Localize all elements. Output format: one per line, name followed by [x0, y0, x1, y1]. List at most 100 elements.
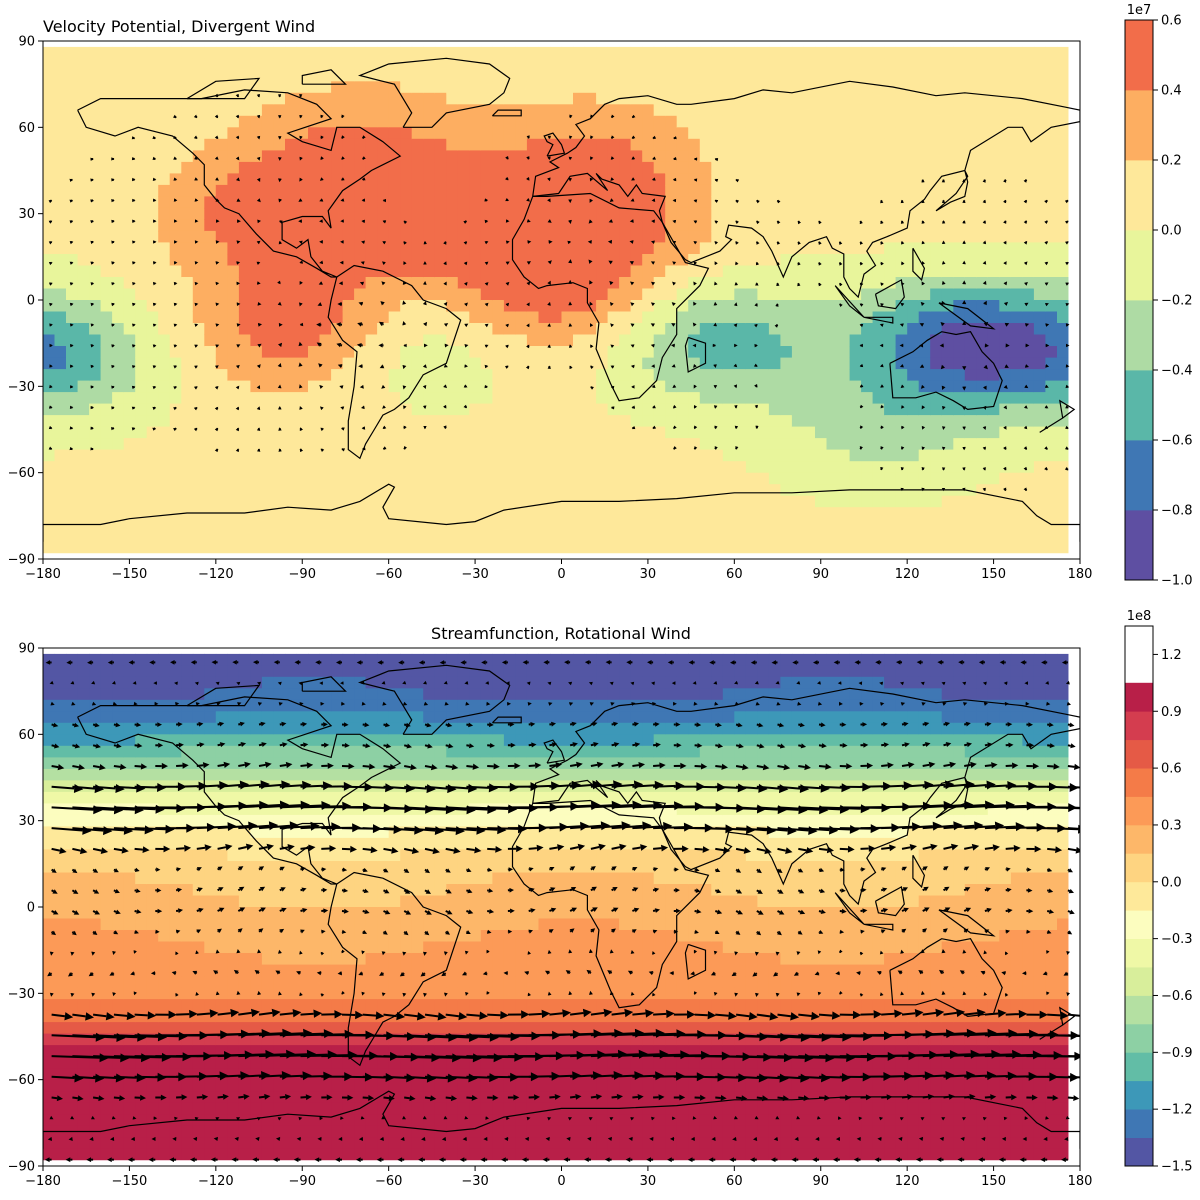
colorbar-band [1125, 995, 1153, 1025]
colorbar-tick-label: −1.2 [1161, 1103, 1193, 1118]
colorbar-tick-label: 0.2 [1161, 154, 1182, 169]
x-tick-label: −120 [198, 1174, 234, 1189]
x-tick-label: −60 [375, 1174, 402, 1189]
colorbar-tick-label: −0.4 [1161, 364, 1193, 379]
colorbar-band [1125, 1023, 1153, 1053]
colorbar-band [1125, 910, 1153, 939]
x-tick-label: −150 [112, 1174, 148, 1189]
colorbar-tick-label: −1.5 [1161, 1160, 1193, 1175]
colorbar-band [1125, 230, 1153, 301]
panel1-coastlines [43, 57, 1080, 542]
panel-streamfunction: Streamfunction, Rotational Wind −180 −150… [8, 609, 1193, 1189]
colorbar-tick-label: −1.0 [1161, 574, 1193, 589]
y-tick-label: −30 [8, 380, 35, 395]
colorbar-band [1125, 881, 1153, 911]
y-tick-label: 30 [18, 814, 35, 829]
colorbar-band [1125, 160, 1153, 231]
colorbar-band [1125, 853, 1153, 883]
colorbar-band [1125, 1109, 1153, 1138]
colorbar-band [1125, 300, 1153, 371]
x-tick-label: 120 [895, 567, 920, 582]
panel-velocity-potential: Velocity Potential, Divergent Wind −180 −… [8, 3, 1193, 589]
colorbar-band [1125, 824, 1153, 854]
x-tick-label: 60 [726, 1174, 743, 1189]
colorbar-band [1125, 711, 1153, 741]
panel1-contour-field [43, 41, 1080, 559]
x-tick-label: −150 [112, 567, 148, 582]
colorbar-band [1125, 370, 1153, 441]
panel1-plot-area [43, 41, 1080, 559]
x-tick-label: 90 [812, 567, 829, 582]
y-tick-label: 30 [18, 207, 35, 222]
panel1-colorbar: −1.0 −0.8 −0.6 −0.4 −0.2 0.0 0.2 0.4 0.6 1e7 [1124, 3, 1193, 589]
x-tick-label: −120 [198, 567, 234, 582]
x-tick-label: 30 [640, 567, 657, 582]
colorbar-band [1125, 1052, 1153, 1082]
y-tick-label: 60 [18, 728, 35, 743]
y-tick-label: 60 [18, 121, 35, 136]
colorbar-tick-label: −0.3 [1161, 932, 1193, 947]
panel2-contour-field [43, 648, 1080, 1166]
panel2-y-axis: 90 60 30 0 −30 −60 −90 [8, 642, 43, 1175]
colorbar-band [1125, 796, 1153, 826]
x-tick-label: 180 [1068, 567, 1093, 582]
x-tick-label: −180 [25, 567, 61, 582]
colorbar-tick-label: 0.4 [1161, 84, 1182, 99]
colorbar-tick-label: −0.6 [1161, 434, 1193, 449]
colorbar-tick-label: −0.8 [1161, 504, 1193, 519]
colorbar-tick-label: 0.6 [1161, 14, 1182, 29]
y-tick-label: −60 [8, 1073, 35, 1088]
panel1-title: Velocity Potential, Divergent Wind [43, 17, 315, 36]
x-tick-label: 150 [981, 1174, 1006, 1189]
x-tick-label: −30 [461, 1174, 488, 1189]
colorbar-tick-label: −0.2 [1161, 294, 1193, 309]
colorbar-tick-label: 0.6 [1161, 762, 1182, 777]
x-tick-label: 90 [812, 1174, 829, 1189]
y-tick-label: 0 [27, 294, 35, 309]
y-tick-label: −30 [8, 987, 35, 1002]
panel2-coastlines [43, 664, 1080, 1149]
panel1-wind-vectors [48, 93, 1070, 492]
colorbar-band [1125, 938, 1153, 968]
x-tick-label: 120 [895, 1174, 920, 1189]
x-tick-label: 0 [557, 567, 565, 582]
x-tick-label: −90 [289, 567, 316, 582]
colorbar-tick-label: 0.3 [1161, 818, 1182, 833]
panel1-x-axis: −180 −150 −120 −90 −60 −30 0 30 60 90 120 150 180 [25, 559, 1092, 582]
colorbar-band [1125, 967, 1153, 996]
x-tick-label: 150 [981, 567, 1006, 582]
colorbar-tick-label: −0.9 [1161, 1046, 1193, 1061]
colorbar-tick-label: 1.2 [1161, 648, 1182, 663]
colorbar-band [1125, 1080, 1153, 1110]
colorbar-band [1125, 682, 1153, 712]
colorbar-tick-label: 0.0 [1161, 224, 1182, 239]
x-tick-label: 0 [557, 1174, 565, 1189]
colorbar-exponent-label: 1e7 [1127, 3, 1152, 18]
panel2-colorbar: −1.5 −1.2 −0.9 −0.6 −0.3 0.0 0.3 0.6 0.9 1.2 1e8 [1124, 609, 1193, 1175]
colorbar-exponent-label: 1e8 [1127, 609, 1152, 624]
colorbar-frame [1124, 625, 1154, 1167]
colorbar-band [1125, 768, 1153, 797]
panel1-y-axis: 90 60 30 0 −30 −60 −90 [8, 35, 43, 568]
colorbar-band [1125, 510, 1153, 581]
colorbar-band [1125, 739, 1153, 769]
colorbar-tick-label: 0.9 [1161, 705, 1182, 720]
panel2-wind-vectors [44, 660, 1080, 1163]
colorbar-band [1125, 440, 1153, 511]
colorbar-band [1125, 20, 1153, 91]
panel2-title: Streamfunction, Rotational Wind [431, 624, 691, 643]
x-tick-label: −30 [461, 567, 488, 582]
colorbar-tick-label: −0.6 [1161, 989, 1193, 1004]
x-tick-label: −180 [25, 1174, 61, 1189]
y-tick-label: −90 [8, 1160, 35, 1175]
y-tick-label: 90 [18, 35, 35, 50]
panel2-x-axis: −180 −150 −120 −90 −60 −30 0 30 60 90 120 150 180 [25, 1166, 1092, 1189]
colorbar-band [1125, 90, 1153, 161]
x-tick-label: 30 [640, 1174, 657, 1189]
x-tick-label: 60 [726, 567, 743, 582]
y-tick-label: 0 [27, 901, 35, 916]
colorbar-tick-label: 0.0 [1161, 875, 1182, 890]
x-tick-label: −90 [289, 1174, 316, 1189]
y-tick-label: −60 [8, 466, 35, 481]
